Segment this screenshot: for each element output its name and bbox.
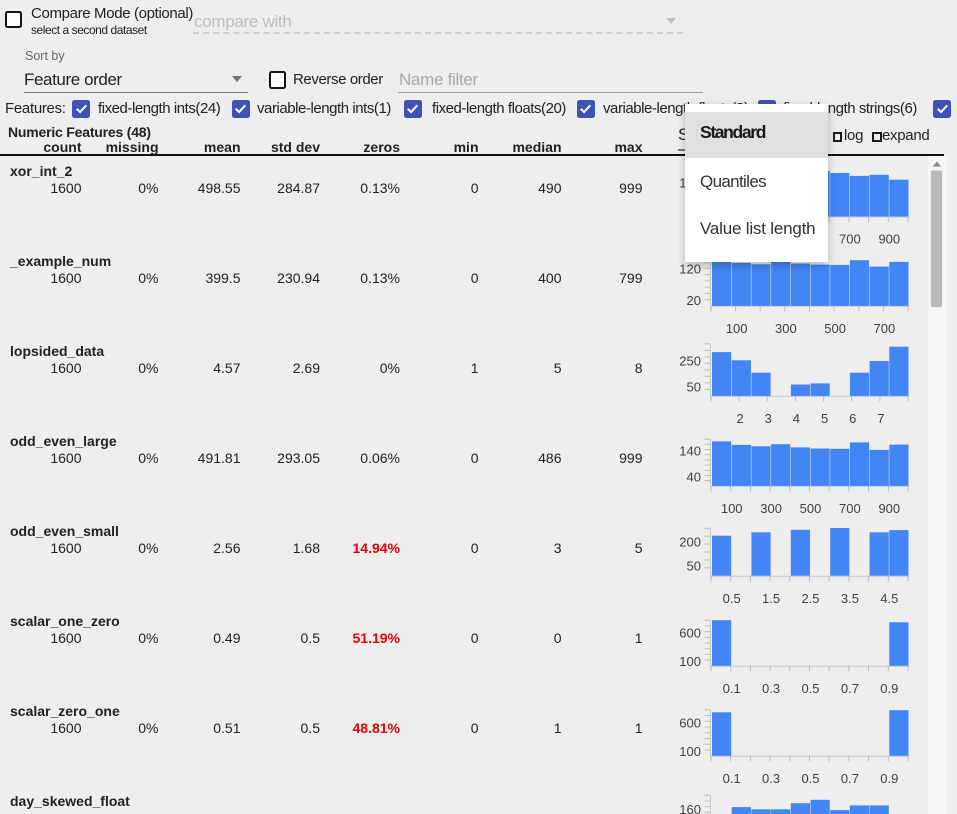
svg-text:300: 300 xyxy=(760,501,782,516)
svg-text:7: 7 xyxy=(877,411,884,426)
svg-text:300: 300 xyxy=(775,321,797,336)
svg-text:20: 20 xyxy=(687,293,701,308)
svg-text:900: 900 xyxy=(878,501,900,516)
svg-text:1.5: 1.5 xyxy=(762,591,780,606)
svg-text:50: 50 xyxy=(687,380,701,395)
svg-text:600: 600 xyxy=(679,625,701,640)
svg-text:3.5: 3.5 xyxy=(841,591,859,606)
svg-text:100: 100 xyxy=(721,501,743,516)
svg-text:40: 40 xyxy=(687,470,701,485)
svg-text:0.3: 0.3 xyxy=(762,681,780,696)
svg-text:500: 500 xyxy=(824,321,846,336)
svg-text:0.9: 0.9 xyxy=(880,681,898,696)
svg-text:100: 100 xyxy=(679,654,701,669)
svg-text:2: 2 xyxy=(736,411,743,426)
svg-text:140: 140 xyxy=(679,444,701,459)
svg-text:120: 120 xyxy=(679,262,701,277)
svg-text:2.5: 2.5 xyxy=(801,591,819,606)
svg-text:500: 500 xyxy=(800,501,822,516)
svg-text:4: 4 xyxy=(793,411,800,426)
svg-text:50: 50 xyxy=(687,558,701,573)
svg-text:0.7: 0.7 xyxy=(841,681,859,696)
svg-text:0.7: 0.7 xyxy=(841,771,859,786)
svg-text:700: 700 xyxy=(839,232,861,247)
svg-text:100: 100 xyxy=(726,321,748,336)
svg-text:0.5: 0.5 xyxy=(801,771,819,786)
svg-text:3: 3 xyxy=(765,411,772,426)
svg-text:0.9: 0.9 xyxy=(880,771,898,786)
svg-text:160: 160 xyxy=(679,802,701,814)
svg-text:600: 600 xyxy=(679,715,701,730)
svg-text:0.5: 0.5 xyxy=(723,591,741,606)
svg-text:0.3: 0.3 xyxy=(762,771,780,786)
svg-text:6: 6 xyxy=(849,411,856,426)
svg-text:700: 700 xyxy=(874,321,896,336)
svg-text:0.1: 0.1 xyxy=(723,681,741,696)
svg-text:0.1: 0.1 xyxy=(723,771,741,786)
svg-text:5: 5 xyxy=(821,411,828,426)
svg-text:900: 900 xyxy=(878,232,900,247)
svg-text:100: 100 xyxy=(679,744,701,759)
svg-text:4.5: 4.5 xyxy=(880,591,898,606)
svg-text:700: 700 xyxy=(839,501,861,516)
svg-text:200: 200 xyxy=(679,535,701,550)
svg-text:250: 250 xyxy=(679,354,701,369)
svg-text:0.5: 0.5 xyxy=(801,681,819,696)
